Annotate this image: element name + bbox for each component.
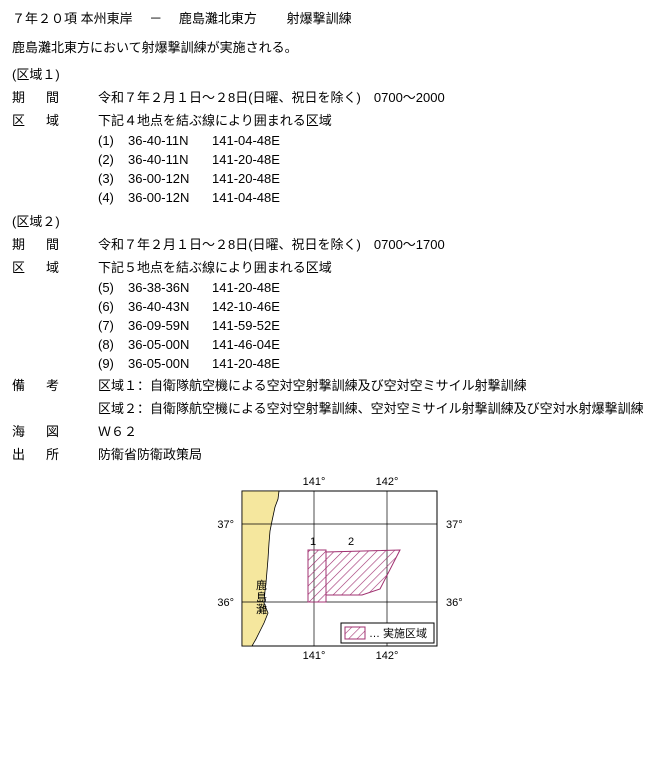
- svg-text:37°: 37°: [217, 519, 234, 531]
- svg-text:37°: 37°: [446, 519, 463, 531]
- coord-lat: 36-40-11N: [128, 133, 212, 148]
- source-value: 防衛省防衛政策局: [98, 444, 655, 463]
- coord-idx: (4): [98, 190, 128, 205]
- coord-lon: 142-10-46E: [212, 299, 280, 314]
- zone1-area-desc: 下記４地点を結ぶ線により囲まれる区域: [98, 110, 655, 129]
- remarks-line2: 区域２：自衛隊航空機による空対空射撃訓練、空対空ミサイル射撃訓練及び空対水射爆撃…: [98, 398, 655, 417]
- coord-idx: (3): [98, 171, 128, 186]
- svg-text:2: 2: [348, 536, 354, 548]
- coord-idx: (9): [98, 356, 128, 371]
- coord-lat: 36-40-11N: [128, 152, 212, 167]
- coord-row: (7)36-09-59N141-59-52E: [98, 318, 655, 333]
- map-svg: 141° 141° 142° 142° 37° 37° 36° 36° 1 2 鹿島灘 … 実施区域: [202, 471, 477, 681]
- coord-lon: 141-04-48E: [212, 190, 280, 205]
- coord-row: (5)36-38-36N141-20-48E: [98, 280, 655, 295]
- svg-text:鹿: 鹿: [256, 578, 267, 592]
- svg-text:36°: 36°: [446, 597, 463, 609]
- svg-text:141°: 141°: [303, 650, 326, 662]
- coord-lon: 141-59-52E: [212, 318, 280, 333]
- coord-idx: (7): [98, 318, 128, 333]
- coord-idx: (6): [98, 299, 128, 314]
- area-label-2: 区 域: [12, 257, 98, 276]
- coord-idx: (8): [98, 337, 128, 352]
- intro-text: 鹿島灘北東方において射爆撃訓練が実施される。: [12, 37, 655, 56]
- zone2-period: 令和７年２月１日～２8日(日曜、祝日を除く) 0700～1700: [98, 234, 655, 253]
- coord-lon: 141-04-48E: [212, 133, 280, 148]
- coord-lat: 36-00-12N: [128, 190, 212, 205]
- chart-value: Ｗ６２: [98, 421, 655, 440]
- coord-idx: (2): [98, 152, 128, 167]
- svg-text:… 実施区域: … 実施区域: [369, 626, 427, 640]
- svg-text:142°: 142°: [376, 476, 399, 488]
- coord-row: (3)36-00-12N141-20-48E: [98, 171, 655, 186]
- coord-lat: 36-38-36N: [128, 280, 212, 295]
- remarks-line1: 区域１：自衛隊航空機による空対空射撃訓練及び空対空ミサイル射撃訓練: [98, 375, 655, 394]
- coord-lon: 141-20-48E: [212, 171, 280, 186]
- zone1-points: (1)36-40-11N141-04-48E(2)36-40-11N141-20…: [12, 133, 655, 205]
- coord-row: (6)36-40-43N142-10-46E: [98, 299, 655, 314]
- region: 本州東岸: [81, 11, 133, 26]
- zone1-period: 令和７年２月１日～２8日(日曜、祝日を除く) 0700～2000: [98, 87, 655, 106]
- coord-lon: 141-20-48E: [212, 280, 280, 295]
- coord-idx: (1): [98, 133, 128, 148]
- coord-lon: 141-20-48E: [212, 152, 280, 167]
- coord-lat: 36-00-12N: [128, 171, 212, 186]
- coord-lat: 36-09-59N: [128, 318, 212, 333]
- svg-text:島: 島: [256, 590, 267, 604]
- document-title: ７年２０項 本州東岸 － 鹿島灘北東方 射爆撃訓練: [12, 8, 655, 27]
- coord-lat: 36-05-00N: [128, 356, 212, 371]
- item-number: ７年２０項: [12, 11, 77, 26]
- coord-row: (9)36-05-00N141-20-48E: [98, 356, 655, 371]
- period-label: 期 間: [12, 87, 98, 106]
- coord-lon: 141-46-04E: [212, 337, 280, 352]
- sep: －: [149, 11, 162, 26]
- svg-text:灘: 灘: [256, 603, 267, 616]
- remarks-label: 備 考: [12, 375, 98, 394]
- location: 鹿島灘北東方: [179, 11, 257, 26]
- svg-text:36°: 36°: [217, 597, 234, 609]
- coord-lat: 36-40-43N: [128, 299, 212, 314]
- coord-lat: 36-05-00N: [128, 337, 212, 352]
- svg-text:142°: 142°: [376, 650, 399, 662]
- source-label: 出 所: [12, 444, 98, 463]
- zone2-points: (5)36-38-36N141-20-48E(6)36-40-43N142-10…: [12, 280, 655, 371]
- coord-row: (8)36-05-00N141-46-04E: [98, 337, 655, 352]
- coord-row: (4)36-00-12N141-04-48E: [98, 190, 655, 205]
- coord-row: (2)36-40-11N141-20-48E: [98, 152, 655, 167]
- svg-text:1: 1: [310, 536, 316, 548]
- coord-row: (1)36-40-11N141-04-48E: [98, 133, 655, 148]
- coord-idx: (5): [98, 280, 128, 295]
- area-label: 区 域: [12, 110, 98, 129]
- period-label-2: 期 間: [12, 234, 98, 253]
- zone1-label: (区域１): [12, 64, 655, 83]
- coord-lon: 141-20-48E: [212, 356, 280, 371]
- chart-label: 海 図: [12, 421, 98, 440]
- subject: 射爆撃訓練: [287, 11, 352, 26]
- svg-text:141°: 141°: [303, 476, 326, 488]
- zone2-label: (区域２): [12, 211, 655, 230]
- zone2-area-desc: 下記５地点を結ぶ線により囲まれる区域: [98, 257, 655, 276]
- map-container: 141° 141° 142° 142° 37° 37° 36° 36° 1 2 鹿島灘 … 実施区域: [12, 471, 655, 681]
